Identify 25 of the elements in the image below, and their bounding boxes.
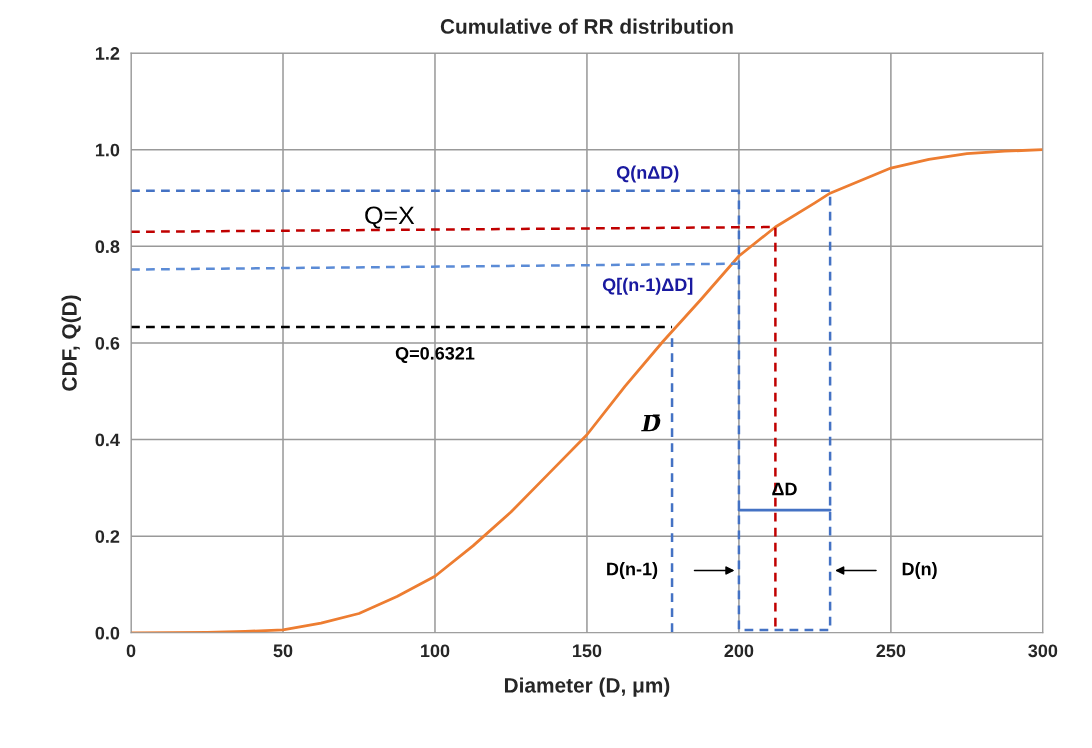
x-axis-title: Diameter (D, μm) xyxy=(504,677,670,697)
x-tick-label: 300 xyxy=(1028,644,1058,658)
chart-title: Cumulative of RR distribution xyxy=(440,18,733,34)
annotation: D(n) xyxy=(902,562,937,579)
y-tick-label: 0.4 xyxy=(95,433,120,447)
x-tick-label: 150 xyxy=(573,644,602,658)
annotation: D(n-1) xyxy=(607,562,658,579)
annotation: ΔD xyxy=(772,482,797,496)
annotation: Q=X xyxy=(365,206,415,229)
y-tick-label: 1.0 xyxy=(95,143,120,157)
y-tick-label: 0.8 xyxy=(95,240,120,254)
y-tick-label: 0.0 xyxy=(95,626,120,640)
x-tick-label: 250 xyxy=(876,644,906,658)
annotation: Q=0.6321 xyxy=(395,346,475,364)
x-tick-label: 200 xyxy=(724,644,754,658)
y-axis-title: CDF, Q(D) xyxy=(61,295,81,391)
annotation: Q(nΔD) xyxy=(616,165,679,183)
x-tick-label: 100 xyxy=(421,644,450,658)
x-tick-label: 50 xyxy=(273,644,293,658)
x-tick-label: 0 xyxy=(126,644,136,658)
annotation: Q[(n-1)ΔD] xyxy=(602,277,693,295)
y-tick-label: 1.2 xyxy=(95,47,120,60)
annotation: D̄ xyxy=(641,414,661,432)
y-tick-label: 0.2 xyxy=(95,530,120,543)
y-tick-label: 0.6 xyxy=(95,336,120,350)
